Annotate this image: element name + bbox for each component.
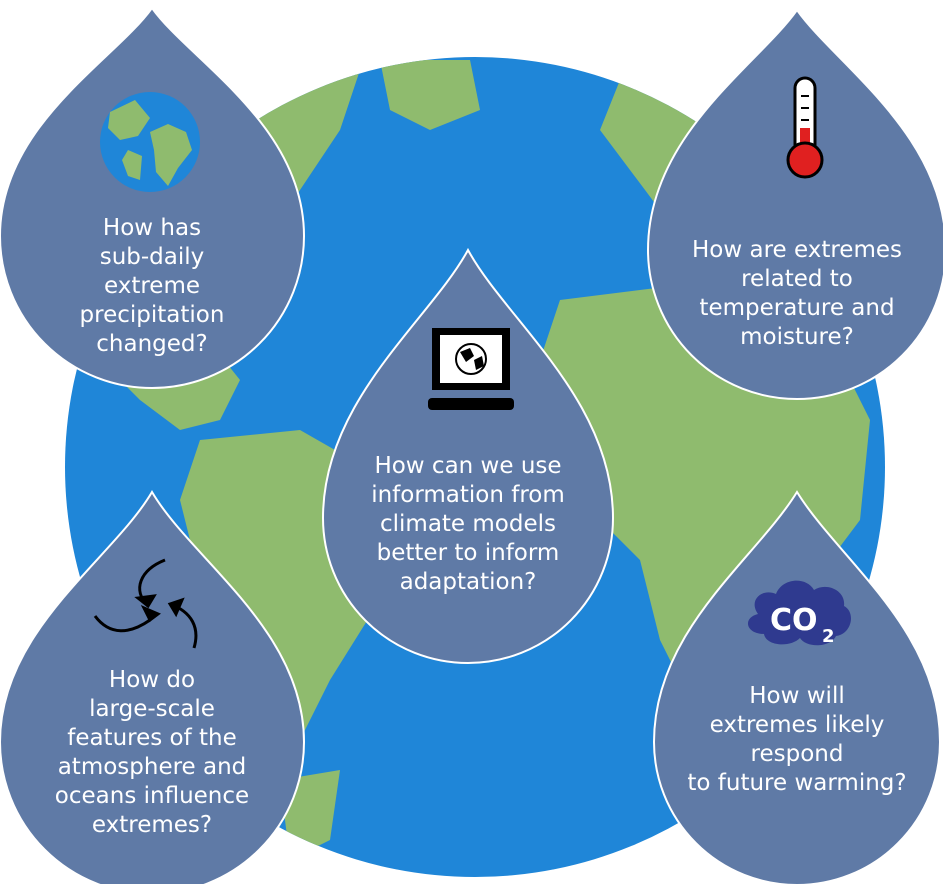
drop-shape — [646, 8, 943, 400]
co2-label-main: CO — [770, 603, 818, 638]
drop-shape — [0, 6, 306, 389]
question-top-right: How are extremes related to temperature … — [691, 237, 902, 350]
drop-center — [321, 247, 615, 664]
drop-top-left — [0, 6, 306, 389]
drop-top-right — [646, 8, 943, 400]
globe-icon — [100, 92, 200, 192]
drop-bottom-right — [652, 490, 942, 884]
question-bottom-right: How will extremes likely respond to futu… — [687, 683, 907, 796]
drop-shape — [321, 247, 615, 664]
drop-shape — [652, 490, 942, 884]
question-bottom-left: How do large-scale features of the atmos… — [54, 667, 250, 838]
co2-label-sub: 2 — [822, 626, 835, 647]
drop-bottom-left — [0, 490, 306, 884]
thermometer-icon — [786, 76, 824, 179]
question-top-left: How has sub-daily extreme precipitation … — [79, 215, 225, 357]
land-greenland — [380, 60, 480, 130]
computer-globe-icon — [428, 328, 514, 410]
question-center: How can we use information from climate … — [371, 453, 565, 595]
co2-cloud-icon: CO 2 — [747, 580, 851, 647]
drop-shape — [0, 490, 306, 884]
circulation-arrows-icon — [93, 558, 198, 649]
